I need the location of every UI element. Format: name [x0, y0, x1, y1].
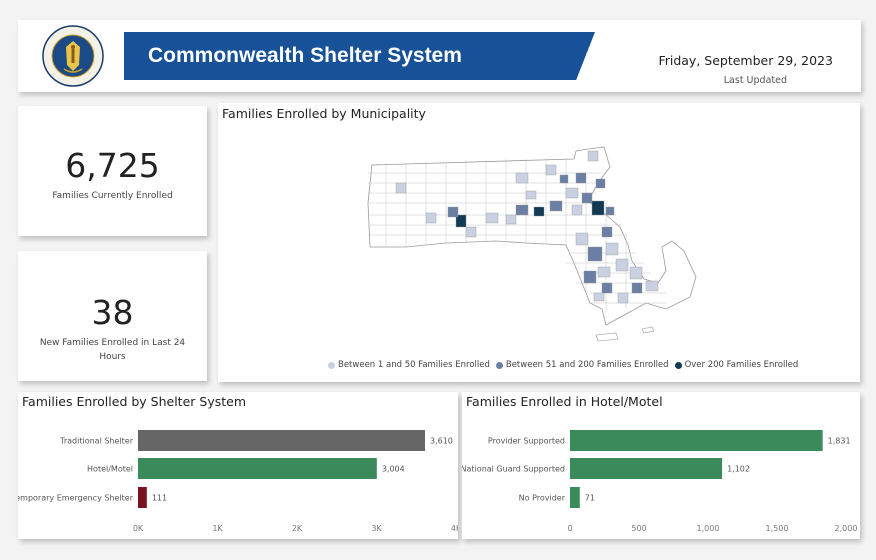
x-tick-label: 3K [371, 524, 382, 533]
legend-label: Between 51 and 200 Families Enrolled [505, 360, 669, 370]
x-tick-label: 500 [631, 524, 646, 533]
legend-item-medium[interactable]: Between 51 and 200 Families Enrolled [495, 360, 669, 370]
kpi-families-enrolled: 6,725 Families Currently Enrolled [18, 106, 207, 236]
x-tick-label: 4K [451, 524, 458, 533]
legend-item-high[interactable]: Over 200 Families Enrolled [674, 360, 799, 370]
last-updated-label: Last Updated [723, 75, 787, 86]
x-tick-label: 1K [212, 524, 223, 533]
dashboard-header: Commonwealth Shelter System Friday, Sept… [18, 20, 861, 92]
bar[interactable] [138, 458, 377, 479]
map-panel: Families Enrolled by Municipality [218, 103, 860, 382]
x-tick-label: 1,500 [766, 524, 789, 533]
legend-label: Between 1 and 50 Families Enrolled [338, 360, 490, 370]
data-label: 111 [152, 494, 167, 503]
shelter-system-bar-chart: Traditional Shelter 3,610 Hotel/Motel 3,004… [18, 430, 458, 533]
category-label: Traditional Shelter [59, 437, 134, 446]
category-label: National Guard Supported [462, 465, 565, 474]
hotel-motel-chart-panel: Provider Supported 1,831 National Guard Su… [462, 392, 860, 539]
report-date: Friday, September 29, 2023 [658, 53, 833, 68]
chart-title: Families Enrolled in Hotel/Motel [466, 394, 663, 409]
bar[interactable] [570, 458, 723, 479]
hotel-motel-bar-chart: Provider Supported 1,831 National Guard Su… [462, 430, 858, 533]
category-label: Hotel/Motel [87, 465, 133, 474]
kpi-new-families: 38 New Families Enrolled in Last 24 Hour… [18, 251, 207, 381]
bar[interactable] [570, 487, 580, 508]
kpi-value: 6,725 [65, 146, 160, 185]
banner-title: Commonwealth Shelter System [124, 32, 595, 80]
category-label: No Provider [519, 494, 566, 503]
bar[interactable] [570, 430, 823, 451]
kpi-label: New Families Enrolled in Last 24 Hours [39, 338, 186, 362]
data-label: 1,102 [727, 465, 750, 474]
legend-item-low[interactable]: Between 1 and 50 Families Enrolled [328, 360, 490, 370]
x-tick-label: 0K [133, 524, 144, 533]
category-label: Temporary Emergency Shelter [18, 494, 134, 503]
kpi-value: 38 [91, 293, 134, 332]
shelter-system-chart-panel: Traditional Shelter 3,610 Hotel/Motel 3,004… [18, 392, 458, 539]
legend-dot [328, 361, 335, 369]
legend-dot [495, 361, 503, 369]
chart-title: Families Enrolled by Shelter System [22, 394, 246, 409]
x-tick-label: 1,000 [697, 524, 720, 533]
data-label: 3,004 [382, 465, 405, 474]
legend-label: Over 200 Families Enrolled [684, 360, 799, 370]
x-tick-label: 2,000 [835, 524, 858, 533]
massachusetts-seal-icon [42, 25, 104, 87]
massachusetts-map[interactable] [366, 143, 718, 348]
x-tick-label: 2K [292, 524, 303, 533]
data-label: 3,610 [430, 437, 453, 446]
bar[interactable] [138, 487, 147, 508]
bar[interactable] [138, 430, 425, 451]
data-label: 71 [585, 494, 595, 503]
x-tick-label: 0 [567, 524, 572, 533]
data-label: 1,831 [828, 437, 851, 446]
map-title: Families Enrolled by Municipality [222, 106, 426, 121]
kpi-label: Families Currently Enrolled [52, 191, 173, 201]
legend-dot [674, 361, 682, 369]
map-legend: Between 1 and 50 Families Enrolled Betwe… [328, 360, 798, 370]
category-label: Provider Supported [488, 437, 565, 446]
